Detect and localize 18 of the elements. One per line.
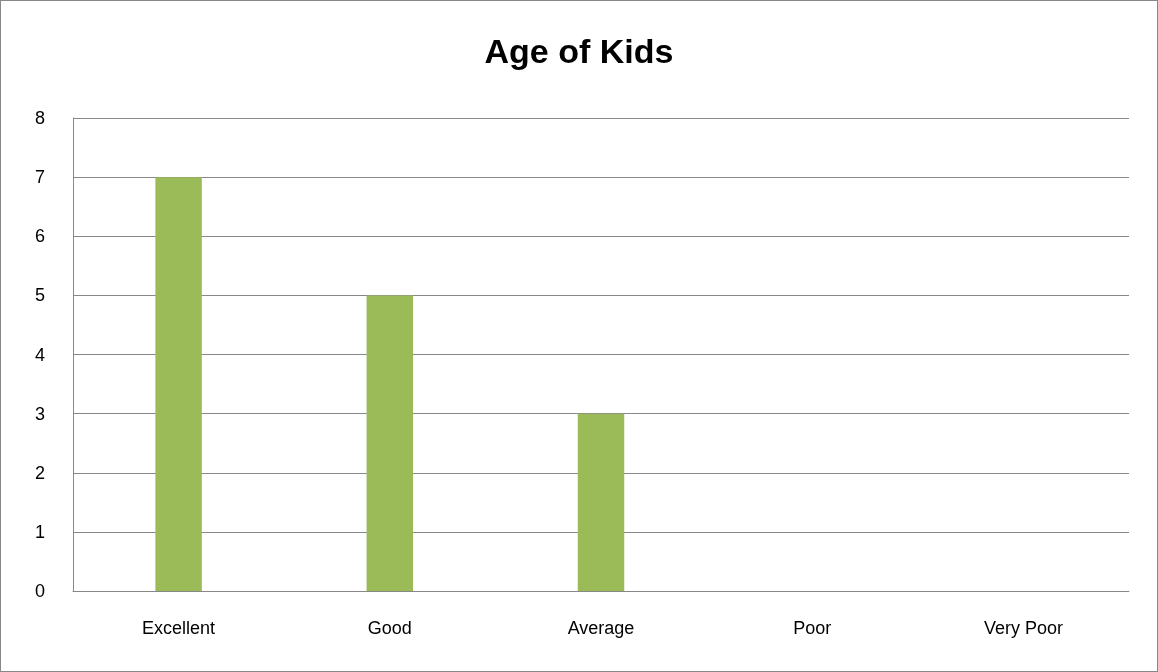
x-tick-label: Average (567, 618, 635, 638)
y-tick-label: 7 (34, 167, 45, 188)
x-tick-label: Excellent (142, 618, 216, 638)
y-tick-label: 1 (34, 521, 45, 542)
y-tick-label: 6 (34, 226, 45, 247)
x-tick-label: Good (367, 618, 412, 638)
bar (366, 295, 414, 591)
y-tick-label: 5 (34, 285, 45, 306)
bar (577, 413, 625, 591)
x-tick-label: Poor (793, 618, 832, 638)
y-tick-label: 8 (34, 108, 45, 128)
y-tick-label: 0 (34, 581, 45, 601)
chart-title: Age of Kids (484, 32, 674, 70)
y-tick-label: 2 (34, 462, 45, 483)
y-tick-label: 4 (34, 344, 45, 365)
y-tick-label: 3 (34, 403, 45, 424)
x-tick-label: Very Poor (983, 618, 1063, 638)
bar (155, 177, 202, 591)
